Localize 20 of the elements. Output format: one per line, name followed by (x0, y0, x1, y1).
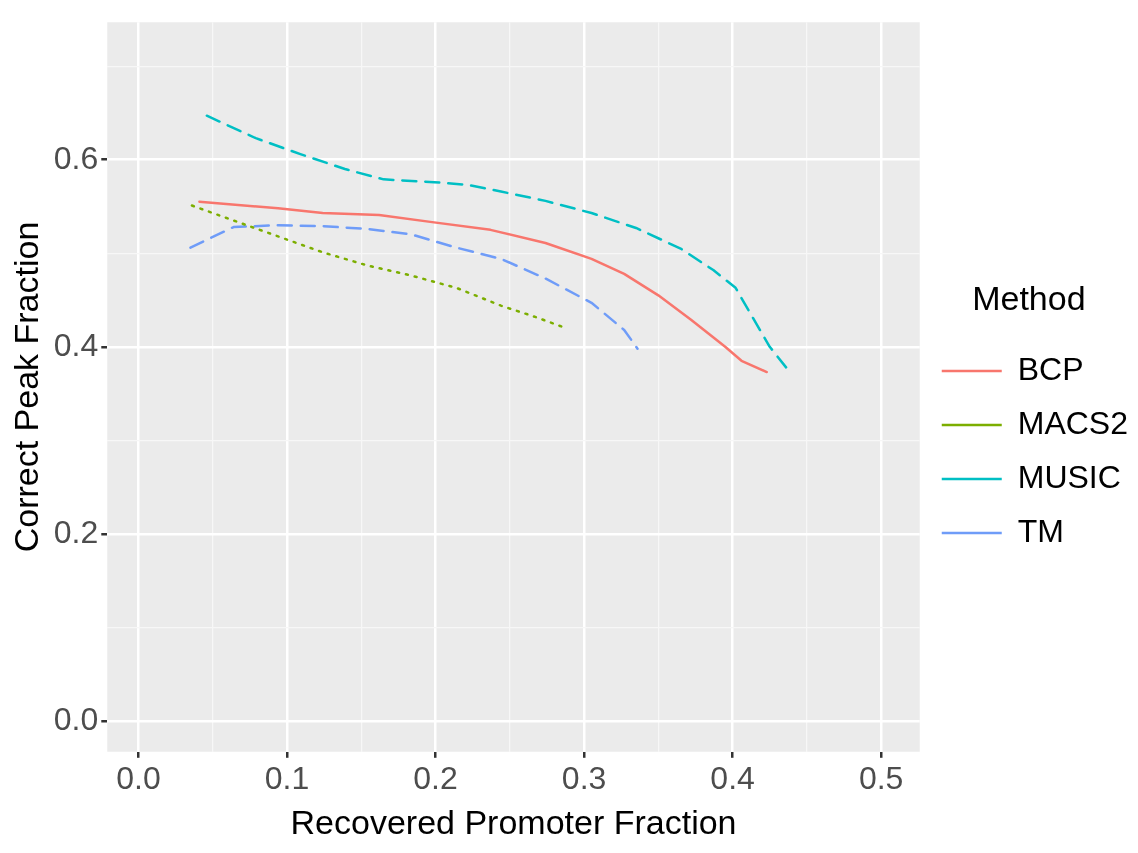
y-tick-label: 0.4 (53, 326, 99, 363)
x-tick-label: 0.1 (264, 759, 310, 796)
legend-label: BCP (1017, 350, 1084, 387)
legend-title: Method (972, 279, 1086, 318)
x-tick-label: 0.0 (116, 759, 161, 796)
x-axis-title: Recovered Promoter Fraction (290, 802, 737, 841)
x-tick-label: 0.3 (561, 759, 607, 796)
y-tick-label: 0.0 (53, 700, 99, 737)
legend-label: TM (1017, 512, 1064, 549)
y-tick-label: 0.2 (53, 513, 99, 550)
x-tick-label: 0.5 (858, 759, 904, 796)
legend-label: MACS2 (1017, 404, 1128, 441)
x-tick-label: 0.4 (710, 759, 755, 796)
y-tick-label: 0.6 (53, 139, 99, 176)
line-series (189, 223, 639, 350)
x-tick-label: 0.2 (413, 759, 458, 796)
line-series (205, 114, 788, 369)
legend-label: MUSIC (1017, 458, 1121, 495)
y-axis-title: Correct Peak Fraction (6, 221, 45, 553)
line-series (190, 204, 565, 329)
